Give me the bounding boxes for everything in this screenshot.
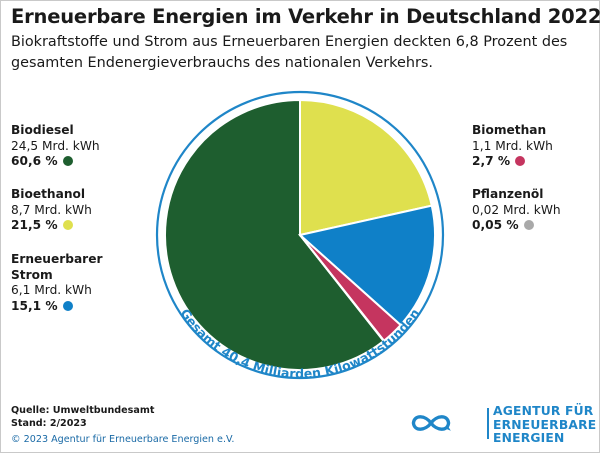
legend-dot (62, 156, 73, 166)
legend-item-pflanzenoel: Pflanzenöl 0,02 Mrd. kWh 0,05 % (472, 187, 561, 234)
legend-name: Pflanzenöl (472, 187, 544, 201)
legend-item-biomethan: Biomethan 1,1 Mrd. kWh 2,7 % (472, 123, 553, 170)
stand-text: Stand: 2/2023 (11, 418, 87, 429)
pie-slice-biodiesel (164, 98, 386, 371)
source-text: Quelle: Umweltbundesamt (11, 405, 155, 416)
chart-subtitle: Biokraftstoffe und Strom aus Erneuerbare… (11, 34, 568, 71)
legend-percent: 21,5 % (11, 218, 58, 232)
legend-name: Erneuerbarer Strom (11, 252, 103, 282)
legend-name: Bioethanol (11, 187, 86, 201)
copyright-text: © 2023 Agentur für Erneuerbare Energien … (11, 434, 235, 445)
legend-dot (62, 220, 73, 230)
legend-amount: 6,1 Mrd. kWh (11, 283, 92, 297)
legend-item-bioethanol: Bioethanol 8,7 Mrd. kWh 21,5 % (11, 187, 92, 234)
chart-title: Erneuerbare Energien im Verkehr in Deuts… (11, 5, 600, 28)
legend-amount: 8,7 Mrd. kWh (11, 202, 92, 217)
legend-percent: 15,1 % (11, 298, 58, 313)
infinity-logo-icon (411, 415, 451, 431)
legend-name: Biodiesel (11, 123, 74, 137)
pie-slice-pflanzen-l (299, 234, 386, 343)
legend-item-strom: Erneuerbarer Strom 6,1 Mrd. kWh 15,1 % (11, 252, 121, 314)
legend-percent: 60,6 % (11, 154, 58, 168)
legend-name: Biomethan (472, 123, 547, 137)
legend-amount: 24,5 Mrd. kWh (11, 138, 100, 153)
logo-line-2: ERNEUERBARE (493, 417, 597, 432)
legend-amount: 0,02 Mrd. kWh (472, 202, 561, 217)
legend-item-biodiesel: Biodiesel 24,5 Mrd. kWh 60,6 % (11, 123, 100, 170)
logo-wordmark: AGENTUR FÜR ERNEUERBARE ENERGIEN (493, 404, 597, 446)
source-note: Quelle: Umweltbundesamt Stand: 2/2023 (11, 404, 154, 430)
pie-outer-ring (155, 90, 445, 380)
logo-line-3: ENERGIEN (493, 431, 565, 445)
legend-dot (515, 156, 526, 166)
legend-dot (62, 300, 73, 311)
legend-percent: 0,05 % (472, 218, 519, 232)
logo-divider (487, 408, 489, 439)
logo-line-1: AGENTUR FÜR (493, 404, 594, 418)
legend-dot (523, 220, 534, 230)
pie-slice-bioethanol (299, 98, 433, 237)
pie-slice-erneuerbarer-strom (297, 204, 436, 327)
legend-percent: 2,7 % (472, 154, 511, 168)
legend-amount: 1,1 Mrd. kWh (472, 138, 553, 153)
